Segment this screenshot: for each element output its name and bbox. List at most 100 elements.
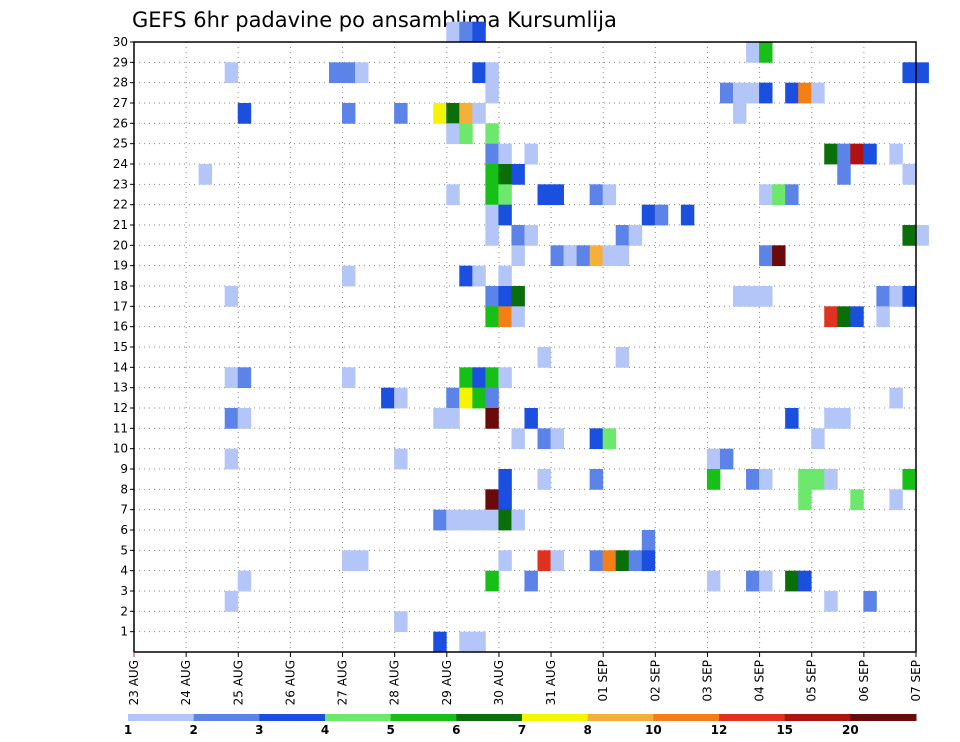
heatmap-cell: [394, 387, 408, 409]
heatmap-cell: [224, 367, 239, 389]
chart-title: GEFS 6hr padavine po ansamblima Kursumli…: [132, 8, 617, 32]
heatmap-cell: [394, 611, 408, 633]
heatmap-cell: [811, 82, 825, 104]
heatmap-cell: [798, 570, 812, 592]
heatmap-cell: [498, 489, 512, 511]
heatmap-cell: [459, 21, 473, 43]
heatmap-cell: [446, 123, 460, 145]
heatmap-cell: [537, 550, 551, 572]
y-tick-label: 30: [113, 35, 128, 49]
heatmap-cell: [615, 225, 630, 246]
heatmap-cell: [511, 286, 525, 307]
y-tick-label: 1: [120, 625, 128, 639]
colorbar-label: 8: [583, 723, 591, 737]
heatmap-cell: [446, 103, 460, 124]
heatmap-cell: [902, 225, 916, 246]
heatmap-cell: [237, 367, 252, 389]
heatmap-cell: [459, 265, 473, 287]
heatmap-cell: [824, 408, 838, 429]
heatmap-cell: [394, 103, 408, 124]
heatmap-cell: [485, 164, 499, 185]
heatmap-cell: [889, 286, 903, 307]
heatmap-cell: [824, 306, 838, 328]
heatmap-cell: [837, 164, 851, 185]
heatmap-cell: [446, 21, 460, 43]
y-tick-label: 6: [120, 523, 128, 537]
heatmap-cell: [915, 225, 929, 246]
heatmap-cell: [472, 631, 486, 653]
heatmap-cell: [537, 469, 551, 490]
y-tick-label: 25: [113, 137, 128, 151]
heatmap-cell: [615, 550, 630, 572]
heatmap-cell: [628, 225, 643, 246]
heatmap-cell: [342, 62, 356, 84]
heatmap-cell: [602, 550, 617, 572]
heatmap-cell: [485, 306, 499, 328]
heatmap-cell: [342, 103, 356, 124]
heatmap-cell: [641, 550, 656, 572]
heatmap-cell: [719, 82, 734, 104]
heatmap-cell: [798, 469, 812, 490]
heatmap-cell: [706, 469, 721, 490]
grid-lines: [134, 42, 916, 652]
heatmap-cell: [746, 42, 760, 63]
heatmap-cell: [811, 469, 825, 490]
colorbar-segment: [522, 714, 589, 721]
colorbar-segment: [193, 714, 260, 721]
heatmap-cells: [198, 21, 929, 653]
y-tick-label: 14: [113, 360, 128, 374]
heatmap-cell: [498, 306, 512, 328]
x-tick-label: 31 AUG: [544, 660, 558, 705]
heatmap-cell: [237, 103, 252, 124]
heatmap-cell: [785, 408, 799, 429]
heatmap-cell: [485, 82, 499, 104]
colorbar-segment: [719, 714, 786, 721]
heatmap-cell: [824, 591, 838, 612]
colorbar-label: 6: [452, 723, 460, 737]
y-tick-label: 27: [113, 96, 128, 110]
heatmap-cell: [876, 286, 890, 307]
heatmap-cell: [746, 286, 760, 307]
x-tick-label: 04 SEP: [753, 660, 767, 702]
heatmap-cell: [485, 286, 499, 307]
heatmap-cell: [485, 387, 499, 409]
heatmap-cell: [446, 184, 460, 206]
heatmap-cell: [837, 408, 851, 429]
heatmap-cell: [472, 21, 486, 43]
heatmap-cell: [498, 164, 512, 185]
heatmap-cell: [759, 82, 773, 104]
heatmap-cell: [485, 123, 499, 145]
heatmap-cell: [719, 448, 734, 470]
heatmap-cell: [733, 103, 747, 124]
heatmap-cell: [459, 367, 473, 389]
y-tick-label: 13: [113, 381, 128, 395]
heatmap-cell: [237, 408, 252, 429]
colorbar-label: 4: [321, 723, 329, 737]
colorbar-segment: [784, 714, 851, 721]
y-tick-label: 8: [120, 482, 128, 496]
colorbar-segment: [653, 714, 720, 721]
heatmap-cell: [394, 448, 408, 470]
colorbar-label: 20: [842, 723, 859, 737]
heatmap-cell: [680, 204, 695, 226]
y-tick-label: 28: [113, 76, 128, 90]
y-tick-label: 23: [113, 177, 128, 191]
heatmap-cell: [537, 428, 551, 450]
colorbar-label: 15: [776, 723, 793, 737]
heatmap-cell: [485, 184, 499, 206]
x-tick-label: 26 AUG: [283, 660, 297, 705]
heatmap-cell: [342, 550, 356, 572]
heatmap-cell: [511, 306, 525, 328]
heatmap-cell: [459, 103, 473, 124]
heatmap-cell: [498, 286, 512, 307]
heatmap-cell: [876, 306, 890, 328]
heatmap-cell: [550, 428, 564, 450]
heatmap-cell: [524, 225, 538, 246]
heatmap-cell: [576, 245, 591, 267]
heatmap-cell: [615, 347, 630, 368]
x-tick-label: 06 SEP: [857, 660, 871, 702]
colorbar-label: 12: [711, 723, 728, 737]
x-tick-label: 24 AUG: [179, 660, 193, 705]
heatmap-cell: [511, 164, 525, 185]
